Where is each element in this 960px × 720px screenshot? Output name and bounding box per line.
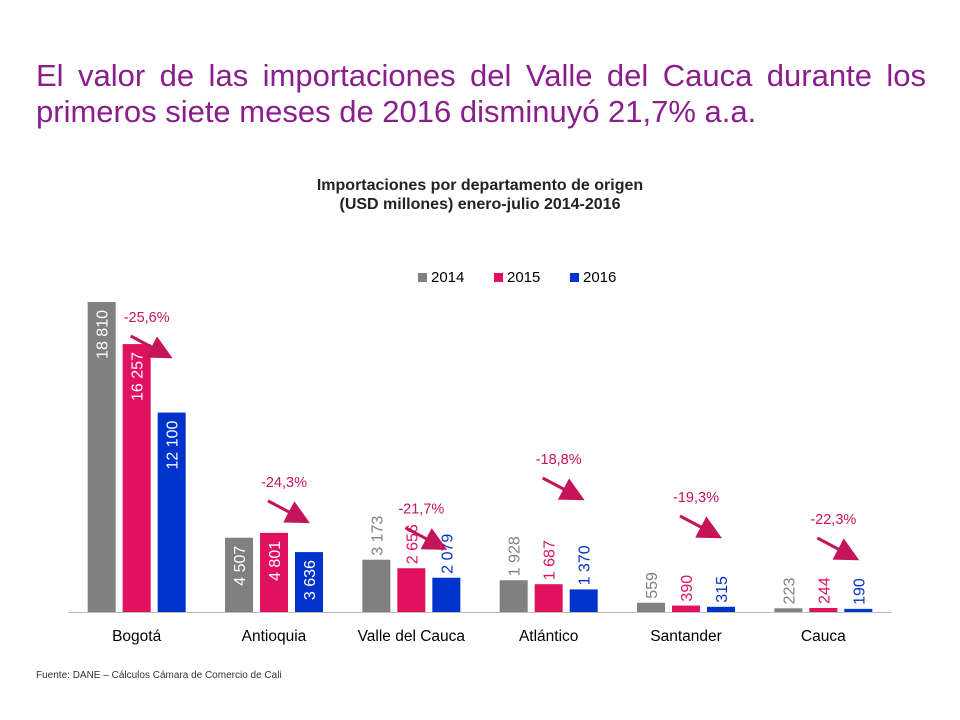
chart-title-line-1: Importaciones por departamento de origen	[316, 177, 644, 194]
variation-arrow-0	[129, 334, 173, 359]
bar-2014-0	[87, 302, 116, 612]
bar-2016-5	[844, 608, 873, 612]
bar-2016-3	[569, 589, 598, 612]
bar-value-label-2016-2: 2 079	[439, 534, 456, 574]
bar-value-label-2014-1: 4 507	[232, 546, 249, 586]
bar-2015-4	[672, 605, 700, 612]
bar-2014-4	[637, 602, 665, 612]
bar-value-label-2014-3: 1 928	[507, 536, 524, 576]
variation-label-4: -19,3%	[673, 490, 719, 506]
bar-2016-4	[707, 606, 735, 612]
bar-value-label-2016-5: 190	[851, 578, 868, 605]
bar-2014-5	[774, 608, 803, 612]
bar-value-label-2016-3: 1 370	[577, 545, 594, 585]
variation-label-0: -25,6%	[124, 310, 170, 326]
bar-value-label-2015-0: 16 257	[130, 352, 147, 401]
bar-value-label-2014-5: 223	[781, 578, 798, 605]
x-axis-categories: Bogotá Antioquia Valle del Cauca Atlántico S…	[112, 628, 846, 645]
bar-value-label-2015-1: 4 801	[267, 541, 284, 581]
bar-2014-1	[225, 537, 253, 612]
legend-label-2014: 2014	[431, 269, 464, 286]
variation-label-5: -22,3%	[810, 512, 856, 528]
bar-value-label-2014-0: 18 810	[95, 310, 112, 359]
category-label-2: Valle del Cauca	[358, 628, 466, 645]
bar-value-label-2014-4: 559	[644, 572, 661, 599]
legend-label-2016: 2016	[583, 269, 616, 286]
chart-annotations: -25,6% -24,3% -21,7% -18,8% -19,3% -22,3%	[124, 310, 860, 561]
variation-arrow-2	[404, 526, 448, 550]
bar-2016-2	[432, 577, 461, 612]
legend-label-2015: 2015	[507, 269, 540, 286]
bar-value-label-2016-0: 12 100	[165, 420, 182, 469]
bar-value-label-2016-4: 315	[714, 576, 731, 603]
legend-swatch-2014	[418, 273, 427, 282]
legend-swatch-2015	[494, 273, 503, 282]
category-label-1: Antioquia	[242, 628, 307, 645]
chart-title-line-2: (USD millones) enero-julio 2014-2016	[339, 196, 621, 213]
slide-title: El valor de las importaciones del Valle …	[36, 58, 926, 129]
bar-2014-3	[499, 580, 528, 612]
bar-2015-2	[397, 568, 426, 612]
variation-arrow-1	[267, 499, 310, 524]
bar-value-label-2016-1: 3 636	[302, 560, 319, 600]
bar-2015-0	[122, 344, 151, 612]
chart-title: Importaciones por departamento de origen…	[0, 176, 960, 214]
category-label-4: Santander	[650, 628, 722, 645]
bar-value-label-2015-5: 244	[816, 577, 833, 604]
legend-swatch-2016	[570, 273, 579, 282]
bar-2014-2	[362, 559, 391, 612]
variation-label-1: -24,3%	[261, 475, 307, 491]
bar-value-label-2015-4: 390	[679, 575, 696, 602]
bar-value-label-2015-3: 1 687	[542, 540, 559, 580]
chart-bars: 18 810 16 257 12 100 4 507 4 801 3 636 3 173 2 …	[87, 302, 873, 612]
variation-arrow-5	[816, 536, 860, 561]
bar-2016-1	[295, 552, 323, 612]
category-label-5: Cauca	[801, 628, 846, 645]
bar-2015-5	[809, 607, 838, 612]
variation-arrow-3	[541, 476, 585, 501]
variation-label-3: -18,8%	[536, 452, 582, 468]
variation-label-2: -21,7%	[398, 502, 444, 518]
bar-2015-1	[260, 532, 288, 612]
source-note: Fuente: DANE – Cálculos Cámara de Comerc…	[36, 670, 282, 681]
category-label-3: Atlántico	[519, 628, 578, 645]
category-label-0: Bogotá	[112, 628, 162, 645]
chart-legend: 2014 2015 2016	[418, 269, 616, 286]
bar-2015-3	[534, 584, 563, 612]
bar-value-label-2014-2: 3 173	[369, 516, 386, 556]
variation-arrow-4	[679, 514, 722, 539]
bar-2016-0	[157, 412, 186, 612]
